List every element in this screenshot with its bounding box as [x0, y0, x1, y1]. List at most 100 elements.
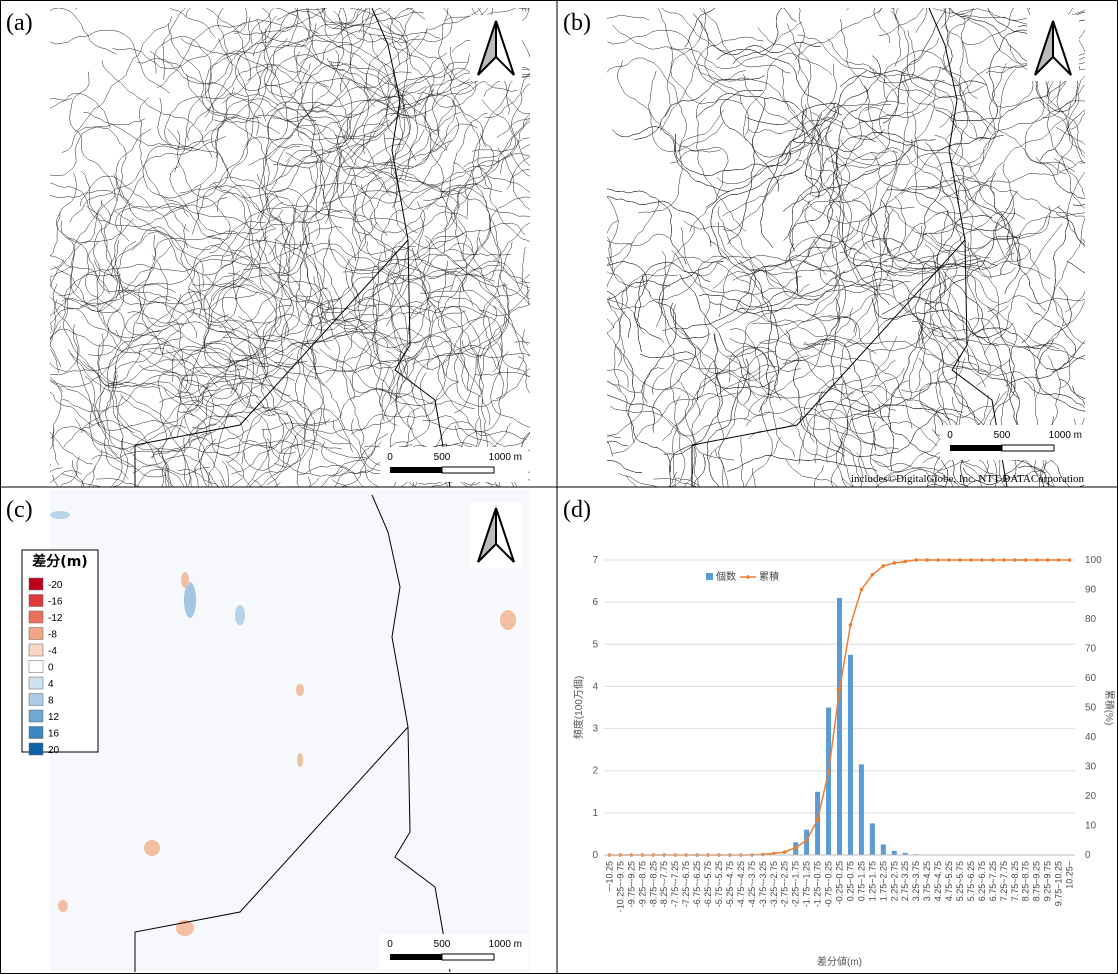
- x-tick-label: 3.25~3.75: [911, 861, 921, 901]
- x-tick-label: -9.75~-9.25: [626, 861, 636, 907]
- legend-label: 累積: [759, 570, 779, 583]
- cumulative-marker: [794, 846, 798, 850]
- panel-label: (b): [563, 10, 591, 36]
- scale-bar-label: 0: [387, 452, 393, 463]
- x-tick-label: -5.25~-4.75: [725, 861, 735, 907]
- scale-bar-label: 0: [947, 430, 953, 441]
- cumulative-marker: [991, 558, 995, 562]
- y2-tick-label: 20: [1085, 791, 1097, 802]
- x-tick-label: 0.75~1.25: [856, 861, 866, 901]
- x-tick-label: -2.75~-2.25: [780, 861, 790, 907]
- x-tick-label: ~-10.25: [604, 861, 614, 892]
- x-tick-label: -1.75~-1.25: [802, 861, 812, 907]
- x-tick-label: 5.75~6.25: [966, 861, 976, 901]
- x-tick-label: -5.75~-5.25: [714, 861, 724, 907]
- x-tick-label: 6.75~7.25: [988, 861, 998, 901]
- scale-bar-label: 1000 m: [1049, 430, 1082, 441]
- x-tick-label: 3.75~4.25: [922, 861, 932, 901]
- y2-tick-label: 50: [1085, 703, 1097, 714]
- cumulative-marker: [761, 853, 765, 857]
- legend-swatch: [29, 611, 43, 623]
- cumulative-marker: [805, 838, 809, 842]
- bar: [837, 598, 842, 855]
- cumulative-marker: [1057, 558, 1061, 562]
- bar: [859, 764, 864, 855]
- x-tick-label: 7.75~8.25: [1010, 861, 1020, 901]
- y-tick-label: 5: [592, 639, 598, 650]
- legend-swatch: [29, 595, 43, 607]
- x-tick-label: -7.25~-6.75: [681, 861, 691, 907]
- blob: [235, 605, 245, 625]
- cumulative-marker: [871, 573, 875, 577]
- x-tick-label: 0.25~0.75: [845, 861, 855, 901]
- legend-label: -4: [48, 646, 57, 657]
- blob: [58, 900, 68, 912]
- x-tick-label: -3.75~-3.25: [758, 861, 768, 907]
- y-tick-label: 2: [592, 766, 598, 777]
- legend-swatch: [29, 628, 43, 640]
- blob: [144, 840, 160, 856]
- x-tick-label: 8.75~9.25: [1032, 861, 1042, 901]
- x-tick-label: 7.25~7.75: [999, 861, 1009, 901]
- x-tick-label: -1.25~-0.75: [813, 861, 823, 907]
- y2-tick-label: 80: [1085, 614, 1097, 625]
- scale-bar-label: 500: [994, 430, 1011, 441]
- scale-bar-white: [1002, 445, 1054, 451]
- scale-bar-label: 500: [434, 939, 451, 950]
- cumulative-marker: [1013, 558, 1017, 562]
- blob: [50, 511, 70, 519]
- legend-marker: [746, 575, 750, 579]
- x-tick-label: 8.25~8.75: [1021, 861, 1031, 901]
- y2-tick-label: 10: [1085, 821, 1097, 832]
- legend-label: 4: [48, 679, 54, 690]
- legend-label: -16: [48, 597, 63, 608]
- legend-swatch: [29, 727, 43, 739]
- scale-bar-white: [442, 954, 494, 960]
- cumulative-marker: [936, 558, 940, 562]
- cumulative-marker: [969, 558, 973, 562]
- cumulative-marker: [860, 588, 864, 592]
- x-tick-label: -9.25~-8.75: [637, 861, 647, 907]
- x-tick-label: -3.25~-2.75: [769, 861, 779, 907]
- cumulative-marker: [849, 623, 853, 627]
- legend-swatch: [29, 694, 43, 706]
- y-tick-label: 0: [592, 850, 598, 861]
- legend-label: -12: [48, 613, 63, 624]
- cumulative-marker: [783, 850, 787, 854]
- panel-label: (c): [6, 497, 33, 523]
- scale-bar-label: 500: [434, 452, 451, 463]
- figure: (a)05001000 m(b)05001000 mincludes©Digit…: [0, 0, 1118, 974]
- legend-label: 8: [48, 696, 54, 707]
- bar: [892, 851, 897, 855]
- y-tick-label: 7: [592, 555, 598, 566]
- legend-label: -20: [48, 580, 63, 591]
- bar: [870, 823, 875, 855]
- legend-label: 個数: [716, 570, 736, 583]
- x-tick-label: -7.75~-7.25: [670, 861, 680, 907]
- x-tick-label: -8.75~-8.25: [648, 861, 658, 907]
- legend-swatch: [29, 644, 43, 656]
- legend-swatch: [29, 710, 43, 722]
- y2-tick-label: 90: [1085, 585, 1097, 596]
- cumulative-marker: [838, 688, 842, 692]
- x-tick-label: -4.75~-4.25: [736, 861, 746, 907]
- cumulative-marker: [1002, 558, 1006, 562]
- blob: [296, 684, 304, 696]
- cumulative-marker: [882, 564, 886, 568]
- x-tick-label: 6.25~6.75: [977, 861, 987, 901]
- y-tick-label: 1: [592, 808, 598, 819]
- y2-tick-label: 0: [1085, 850, 1091, 861]
- cumulative-marker: [1046, 558, 1050, 562]
- bar: [848, 655, 853, 855]
- legend-swatch: [706, 573, 713, 580]
- panel-label: (a): [6, 10, 33, 36]
- y-tick-label: 4: [592, 681, 598, 692]
- x-tick-label: 1.25~1.75: [867, 861, 877, 901]
- x-tick-label: -0.25~0.25: [835, 861, 845, 904]
- blob: [181, 572, 189, 588]
- x-tick-label: -8.25~-7.75: [659, 861, 669, 907]
- blob: [500, 610, 516, 630]
- legend-swatch: [29, 677, 43, 689]
- attribution: includes©DigitalGlobe, Inc. NTT DATACorp…: [851, 473, 1085, 485]
- x-tick-label: 2.25~2.75: [889, 861, 899, 901]
